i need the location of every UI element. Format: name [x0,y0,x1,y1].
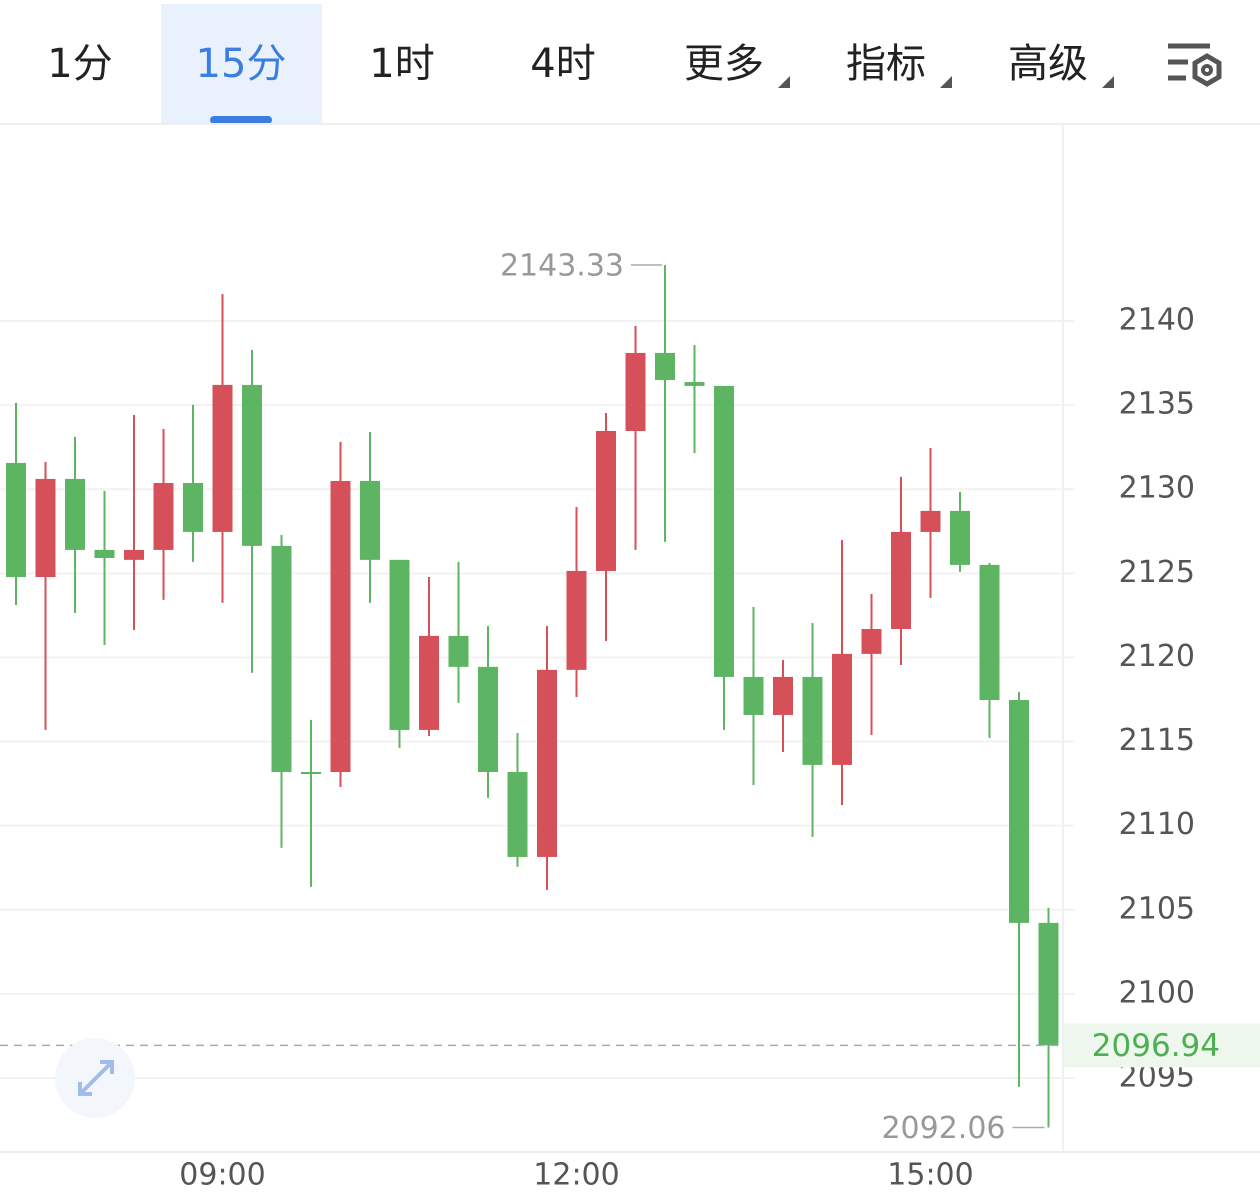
tab[interactable]: 高级 [1008,41,1088,87]
tab[interactable]: 4时 [530,41,595,87]
candle-body [301,771,321,774]
candle-body [979,564,1000,700]
tab-menu-arrow [940,76,952,88]
tab[interactable]: 1时 [369,41,434,87]
candle-body [891,531,911,629]
candle-body [507,771,528,857]
tab-menu-arrow [778,76,790,88]
candle-body [183,482,203,532]
candle-body [94,549,115,559]
candle-body [566,570,587,670]
candle-body [35,478,56,578]
candle-body [271,545,292,772]
candle-body [6,462,26,578]
candle-body [153,482,174,550]
candle-body [832,653,852,765]
candle-body [655,352,675,381]
tab[interactable]: 更多 [684,41,764,87]
tab-menu-arrow [1102,76,1114,88]
plot: 2095210021052110211521202125213021352140… [0,248,1260,1193]
y-tick-label: 2135 [1119,387,1195,422]
candle-body [330,480,351,772]
candle-body [861,628,882,654]
candle-body [419,635,439,730]
candle-body [537,669,557,857]
candle-body [596,430,616,571]
x-tick-label: 12:00 [533,1158,619,1193]
tab[interactable]: 1分 [47,41,112,87]
candle-body [684,382,705,386]
current-price-label: 2096.94 [1092,1028,1220,1064]
candle-body [773,676,793,715]
expand-button[interactable] [55,1038,135,1118]
tab[interactable]: 指标 [846,41,926,87]
candle-body [625,352,646,431]
candle-body [65,478,85,550]
candle-body [714,385,734,677]
current-price-box [1064,1023,1260,1068]
x-tick-label: 15:00 [887,1158,973,1193]
y-tick-label: 2115 [1119,723,1195,758]
settings-icon[interactable] [1168,43,1222,87]
x-tick-label: 09:00 [179,1158,265,1193]
candle-body [242,384,262,546]
candle-body [743,676,764,715]
y-tick-label: 2120 [1119,639,1195,674]
y-tick-label: 2100 [1119,975,1195,1010]
min-label: 2092.06 [881,1111,1005,1146]
candle-body [478,666,498,772]
tab-selected-bg [161,4,322,124]
y-tick-label: 2110 [1119,807,1195,842]
candle-body [802,676,823,765]
y-tick-label: 2140 [1119,302,1195,337]
tab-bar: 1分 15分 1时 4时 更多 指标 高级 [47,4,1114,124]
y-tick-label: 2130 [1119,471,1195,506]
candle-body [920,510,941,532]
candle-body [950,510,970,565]
candle-body [124,549,144,560]
candle-body [1009,699,1029,923]
candle-body [389,559,410,730]
candle-body [212,384,233,532]
candle-body [1038,922,1059,1046]
y-tick-label: 2125 [1119,555,1195,590]
tab-indicator [210,116,272,124]
candle-body [448,635,469,667]
candle-body [360,480,380,560]
max-label: 2143.33 [500,248,624,283]
tab[interactable]: 15分 [196,41,287,87]
y-tick-label: 2105 [1119,891,1195,926]
